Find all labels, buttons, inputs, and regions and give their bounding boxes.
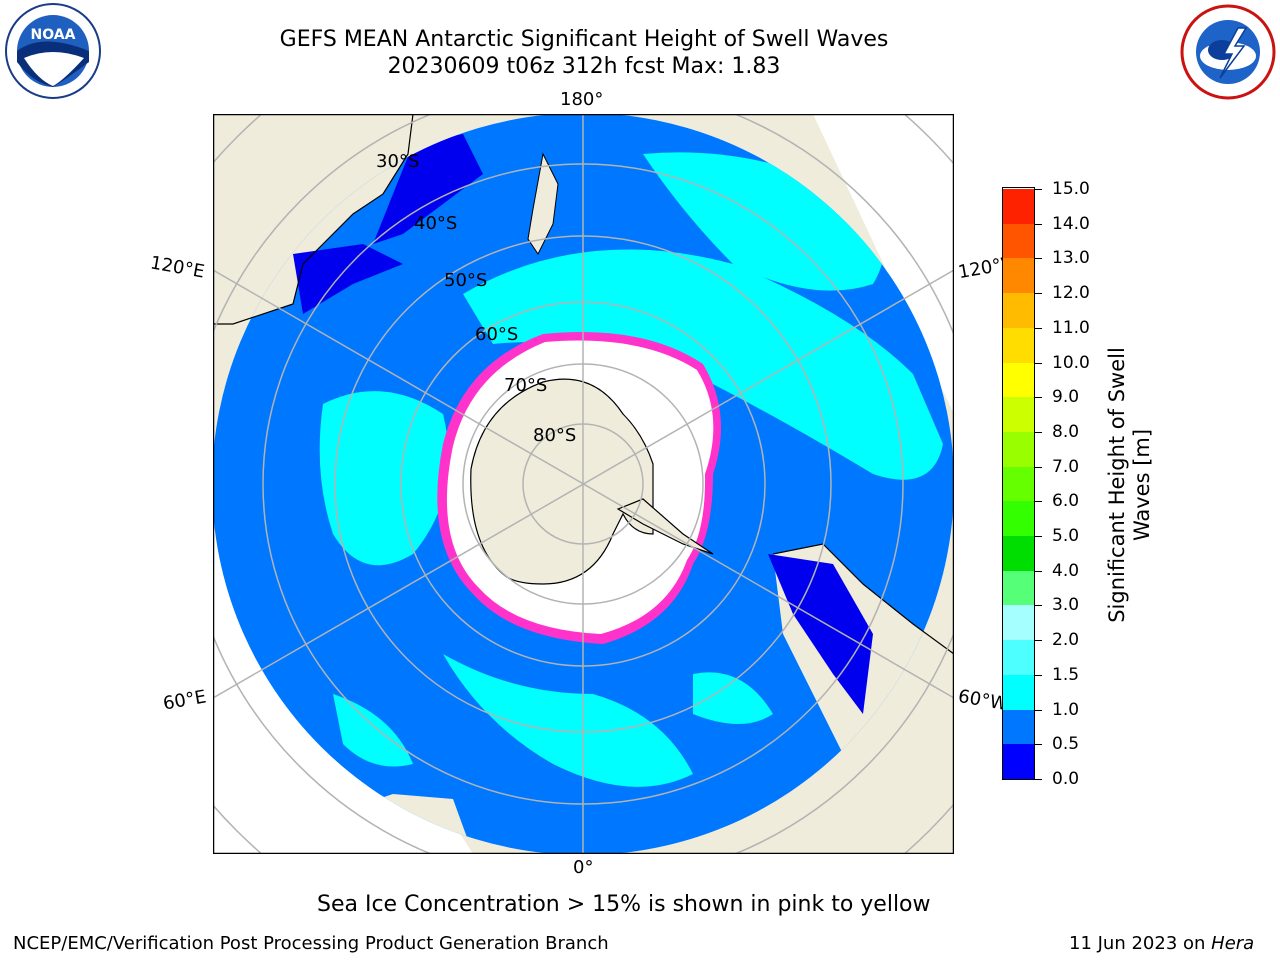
colorbar-label: Significant Height of Swell Waves [m]	[1105, 347, 1154, 623]
colorbar-tick-mark	[1035, 709, 1042, 711]
colorbar-tick-label: 2.0	[1052, 630, 1080, 651]
colorbar-tick-mark	[1035, 779, 1042, 780]
colorbar-tick-mark	[1035, 362, 1042, 364]
colorbar-tick-label: 13.0	[1052, 248, 1090, 269]
colorbar-tick-mark	[1035, 397, 1042, 399]
footer-date: 11 Jun 2023 on	[1069, 933, 1212, 954]
lon-label-180: 180°	[560, 89, 604, 110]
footer-left: NCEP/EMC/Verification Post Processing Pr…	[13, 933, 609, 954]
colorbar-tick-mark	[1035, 258, 1042, 260]
colorbar-tick-label: 1.5	[1052, 664, 1080, 685]
colorbar-segment	[1003, 327, 1034, 363]
colorbar-tick-label: 0.0	[1052, 769, 1080, 789]
lon-label-120e: 120°E	[148, 252, 207, 283]
colorbar-tick-mark	[1035, 431, 1042, 433]
colorbar-tick-label: 10.0	[1052, 352, 1090, 373]
noaa-logo-text: NOAA	[31, 27, 76, 43]
colorbar-tick-label: 0.5	[1052, 734, 1080, 755]
nws-logo	[1180, 4, 1276, 100]
colorbar-tick-label: 3.0	[1052, 595, 1080, 616]
map-border	[213, 114, 954, 854]
colorbar-tick-mark	[1035, 327, 1042, 329]
graticule	[213, 114, 954, 854]
colorbar-tick-label: 14.0	[1052, 213, 1090, 234]
colorbar-segment	[1003, 501, 1034, 537]
colorbar-tick-label: 4.0	[1052, 560, 1080, 581]
colorbar-segment	[1003, 570, 1034, 606]
colorbar	[1002, 187, 1035, 780]
lat-label-40s: 40°S	[414, 213, 458, 234]
lat-label-60s: 60°S	[475, 324, 519, 345]
colorbar-tick-mark	[1035, 466, 1042, 468]
colorbar-tick-mark	[1035, 536, 1042, 538]
chart-subtitle: 20230609 t06z 312h fcst Max: 1.83	[387, 54, 781, 79]
colorbar-segment	[1003, 293, 1034, 328]
colorbar-tick-label: 12.0	[1052, 283, 1090, 304]
colorbar-segment	[1003, 640, 1034, 675]
chart-title: GEFS MEAN Antarctic Significant Height o…	[279, 27, 889, 52]
colorbar-segment	[1003, 605, 1034, 641]
lat-label-70s: 70°S	[504, 375, 548, 396]
colorbar-segment	[1003, 258, 1034, 294]
colorbar-tick-label: 9.0	[1052, 387, 1080, 408]
colorbar-tick-mark	[1035, 189, 1042, 190]
lat-label-30s: 30°S	[376, 151, 420, 172]
colorbar-segment	[1003, 223, 1034, 259]
lon-label-0: 0°	[573, 857, 594, 878]
colorbar-segment	[1003, 431, 1034, 467]
colorbar-segment	[1003, 744, 1034, 779]
colorbar-tick-label: 15.0	[1052, 179, 1090, 199]
colorbar-tick-label: 11.0	[1052, 317, 1090, 338]
colorbar-segment	[1003, 362, 1034, 398]
lat-label-80s: 80°S	[533, 425, 577, 446]
colorbar-segment	[1003, 189, 1034, 224]
noaa-logo: NOAA	[5, 3, 101, 99]
colorbar-tick-mark	[1035, 640, 1042, 642]
colorbar-tick-mark	[1035, 570, 1042, 572]
colorbar-tick-mark	[1035, 293, 1042, 295]
colorbar-tick-label: 5.0	[1052, 526, 1080, 547]
colorbar-tick-mark	[1035, 744, 1042, 746]
colorbar-segment	[1003, 674, 1034, 710]
colorbar-tick-mark	[1035, 674, 1042, 676]
colorbar-segment	[1003, 709, 1034, 745]
lat-label-50s: 50°S	[444, 270, 488, 291]
colorbar-segment	[1003, 466, 1034, 502]
colorbar-tick-label: 1.0	[1052, 699, 1080, 720]
lon-label-60e: 60°E	[161, 686, 208, 715]
colorbar-tick-label: 7.0	[1052, 456, 1080, 477]
colorbar-tick-label: 8.0	[1052, 421, 1080, 442]
colorbar-tick-mark	[1035, 501, 1042, 503]
colorbar-segment	[1003, 397, 1034, 432]
colorbar-tick-mark	[1035, 223, 1042, 225]
footer-host: Hera	[1211, 933, 1255, 954]
footer-right: 11 Jun 2023 on Hera	[1069, 933, 1254, 954]
sea-ice-note: Sea Ice Concentration > 15% is shown in …	[317, 892, 931, 917]
colorbar-tick-label: 6.0	[1052, 491, 1080, 512]
polar-map: 30°S 40°S 50°S 60°S 70°S 80°S	[213, 114, 954, 854]
colorbar-tick-mark	[1035, 605, 1042, 607]
colorbar-segment	[1003, 536, 1034, 571]
